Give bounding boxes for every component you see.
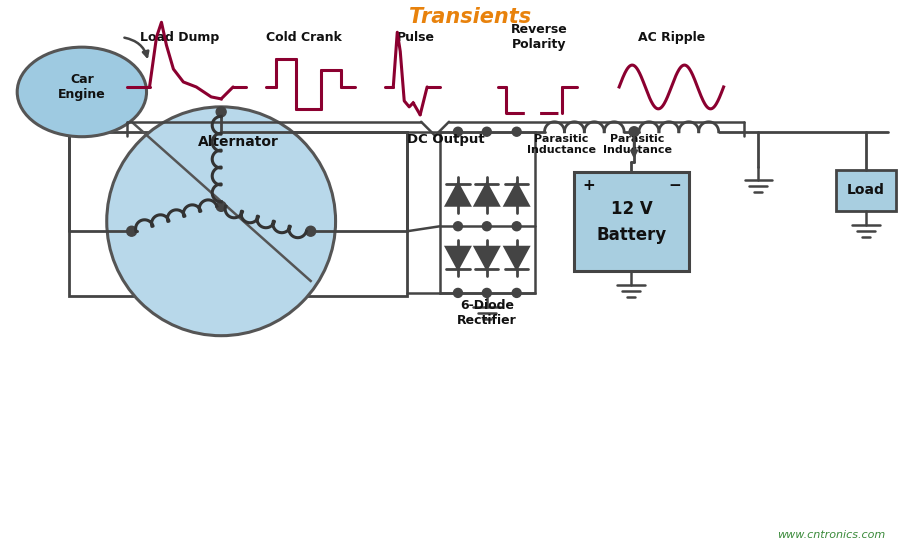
Text: Reverse
Polarity: Reverse Polarity xyxy=(511,23,568,51)
Text: Alternator: Alternator xyxy=(198,134,278,149)
Text: www.cntronics.com: www.cntronics.com xyxy=(778,530,886,539)
Text: 6-Diode
Rectifier: 6-Diode Rectifier xyxy=(457,299,517,327)
Polygon shape xyxy=(475,184,499,206)
Circle shape xyxy=(512,222,521,231)
Circle shape xyxy=(454,288,463,298)
Polygon shape xyxy=(446,184,470,206)
Circle shape xyxy=(107,107,336,336)
Bar xyxy=(836,170,896,212)
Circle shape xyxy=(512,288,521,298)
Bar xyxy=(574,171,688,271)
Polygon shape xyxy=(475,247,499,269)
Bar xyxy=(440,132,535,293)
Text: Transients: Transients xyxy=(409,7,531,28)
Circle shape xyxy=(216,107,226,117)
Circle shape xyxy=(454,222,463,231)
Ellipse shape xyxy=(17,47,147,137)
Text: Parasitic
Inductance: Parasitic Inductance xyxy=(526,134,596,155)
Circle shape xyxy=(454,127,463,136)
Text: DC Output: DC Output xyxy=(407,133,485,146)
Text: AC Ripple: AC Ripple xyxy=(638,31,706,44)
Polygon shape xyxy=(505,247,528,269)
Polygon shape xyxy=(446,247,470,269)
Circle shape xyxy=(482,222,491,231)
Text: Parasitic
Inductance: Parasitic Inductance xyxy=(603,134,671,155)
Text: 12 V: 12 V xyxy=(611,201,652,218)
Circle shape xyxy=(482,288,491,298)
Circle shape xyxy=(482,127,491,136)
Text: −: − xyxy=(669,178,681,193)
Circle shape xyxy=(216,201,226,212)
Text: Battery: Battery xyxy=(597,226,667,244)
Text: Cold Crank: Cold Crank xyxy=(266,31,342,44)
Text: Load Dump: Load Dump xyxy=(140,31,219,44)
Bar xyxy=(69,132,407,296)
Circle shape xyxy=(127,226,137,236)
Text: Load: Load xyxy=(847,183,885,197)
Circle shape xyxy=(629,127,639,137)
Polygon shape xyxy=(505,184,528,206)
Text: Pulse: Pulse xyxy=(397,31,436,44)
Circle shape xyxy=(512,127,521,136)
Text: Car
Engine: Car Engine xyxy=(58,73,105,101)
Text: +: + xyxy=(582,178,595,193)
Circle shape xyxy=(306,226,316,236)
